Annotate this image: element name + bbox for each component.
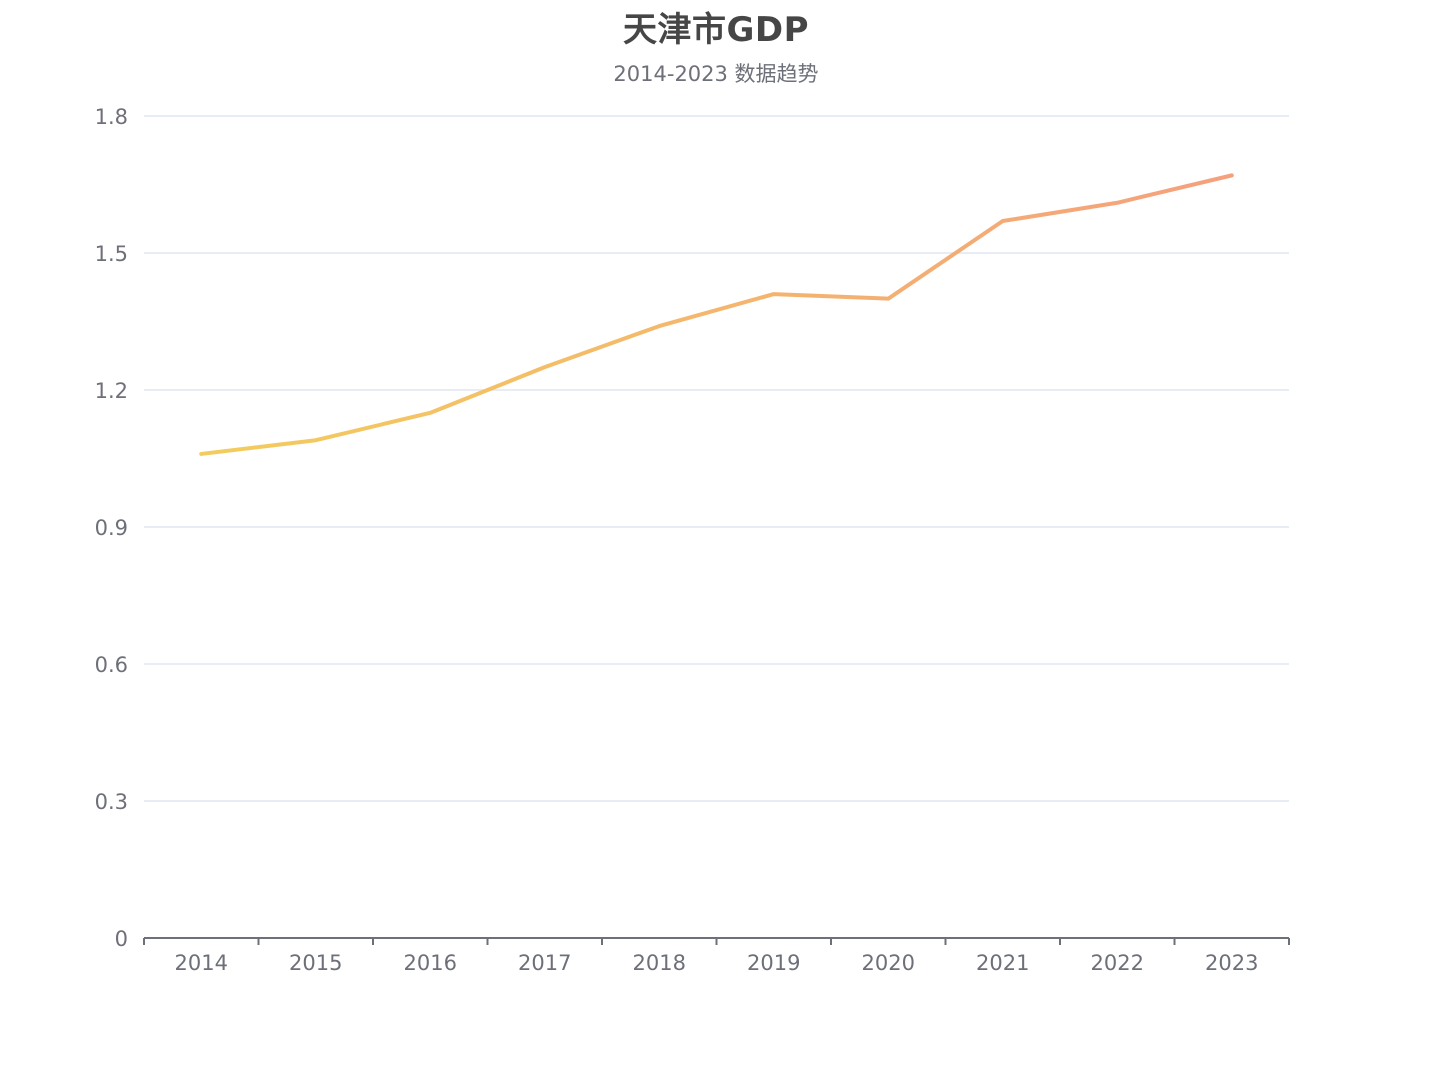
y-tick-label: 0.9 bbox=[95, 516, 128, 540]
y-tick-label: 1.8 bbox=[95, 105, 128, 129]
x-tick-label: 2017 bbox=[518, 951, 571, 975]
y-tick-label: 1.2 bbox=[95, 379, 128, 403]
chart-title: 天津市GDP bbox=[622, 10, 810, 50]
x-tick-label: 2018 bbox=[633, 951, 686, 975]
x-tick-label: 2015 bbox=[289, 951, 342, 975]
y-tick-label: 0 bbox=[115, 927, 128, 951]
x-tick-label: 2014 bbox=[175, 951, 228, 975]
chart-subtitle: 2014-2023 数据趋势 bbox=[613, 62, 819, 86]
x-tick-label: 2021 bbox=[976, 951, 1029, 975]
y-tick-label: 0.6 bbox=[95, 653, 128, 677]
y-axis: 0 0.3 0.6 0.9 1.2 1.5 1.8 bbox=[95, 105, 128, 951]
y-tick-label: 0.3 bbox=[95, 790, 128, 814]
y-tick-label: 1.5 bbox=[95, 242, 128, 266]
x-tick-label: 2019 bbox=[747, 951, 800, 975]
x-axis: 2014 2015 2016 2017 2018 2019 2020 2021 2022 2023 bbox=[143, 937, 1290, 975]
x-tick-label: 2016 bbox=[404, 951, 457, 975]
x-tick-label: 2020 bbox=[862, 951, 915, 975]
series-line bbox=[199, 173, 1234, 456]
x-tick-label: 2022 bbox=[1091, 951, 1144, 975]
x-tick-label: 2023 bbox=[1205, 951, 1258, 975]
series bbox=[199, 173, 1234, 456]
gridlines bbox=[144, 115, 1289, 802]
